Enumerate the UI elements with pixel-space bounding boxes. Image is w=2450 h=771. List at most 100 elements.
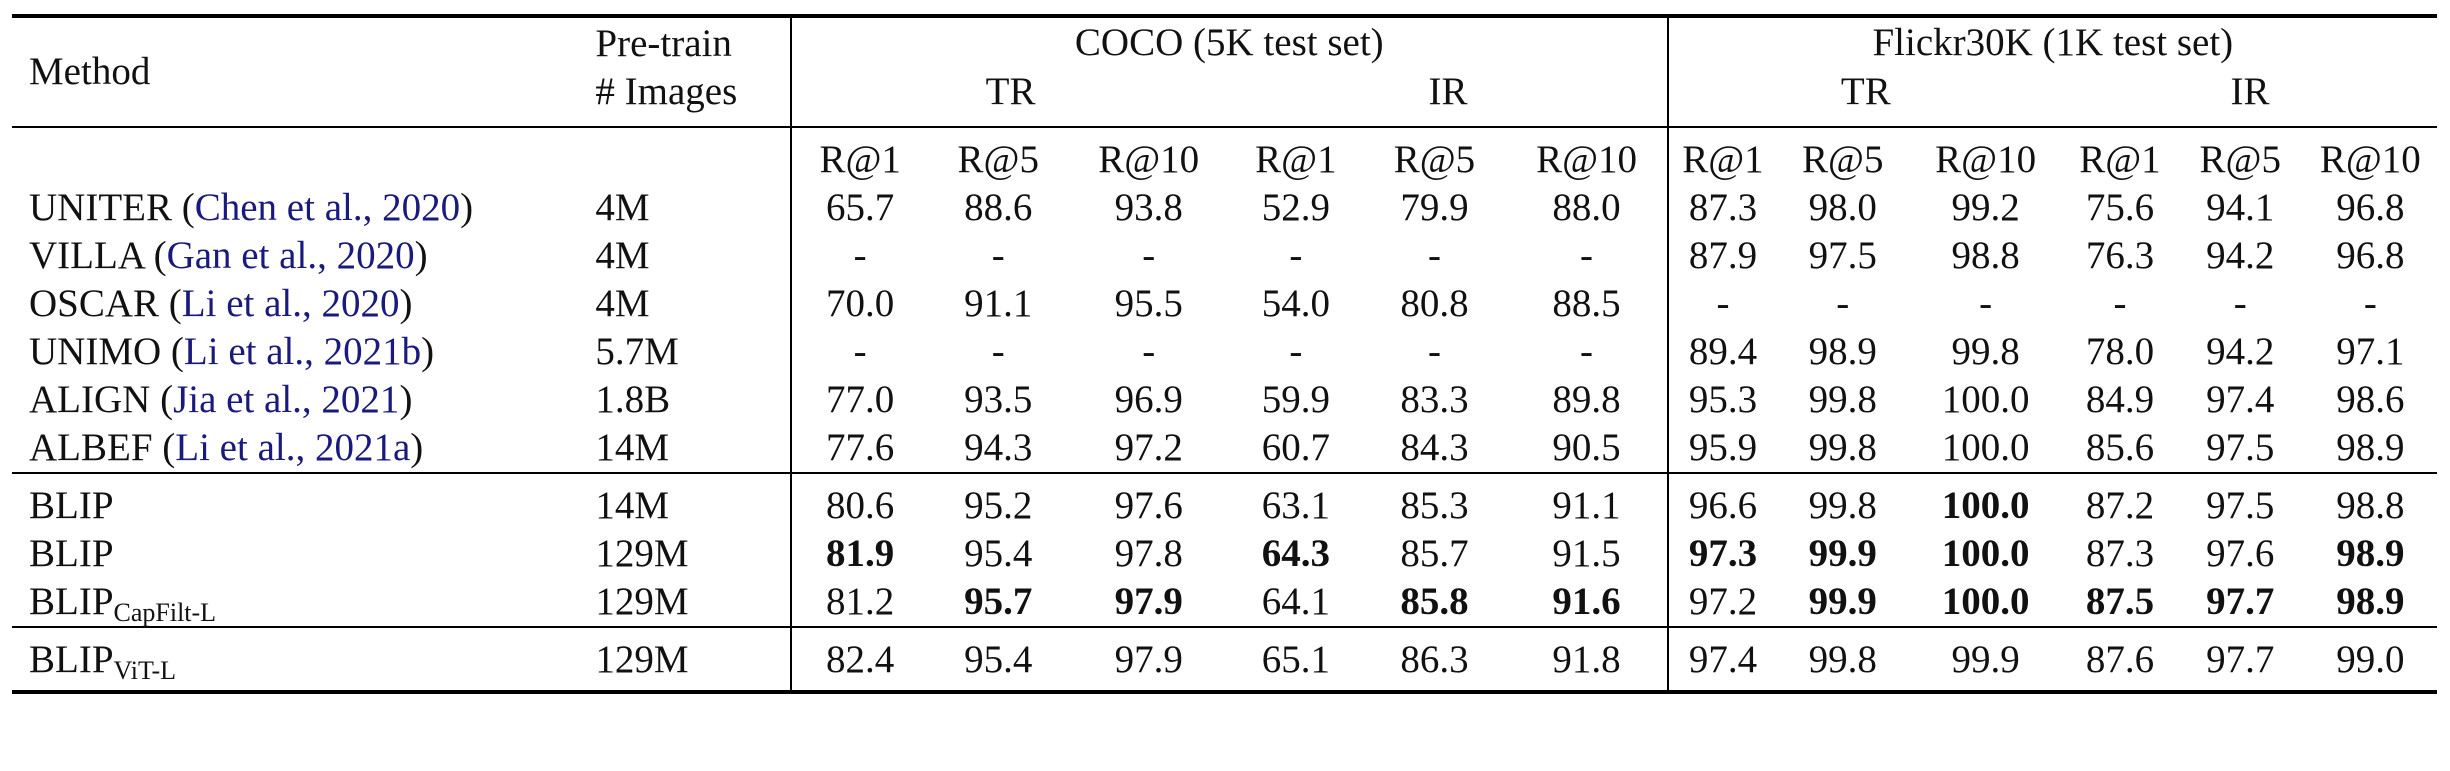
metric-value-cell: 87.6: [2063, 626, 2177, 694]
pretrain-images-cell: 1.8B: [595, 378, 671, 421]
table-row: BLIPCapFilt-L 129M 81.2 95.7 97.9 64.1 85.8 91.…: [12, 578, 2437, 627]
citation-link[interactable]: Li et al., 2021a: [175, 426, 411, 469]
metric-value-cell: 94.3: [964, 426, 1033, 469]
method-cell: VILLA (Gan et al., 2020): [12, 232, 595, 280]
metric-value-cell: 60.7: [1261, 426, 1330, 469]
metric-value-cell: 99.8: [1808, 378, 1877, 421]
metric-value-cell: 59.9: [1261, 378, 1330, 421]
method-cell: BLIPCapFilt-L: [12, 578, 595, 627]
metric-value-cell: -: [1427, 234, 1441, 277]
metric-header: R@5: [928, 126, 1069, 184]
metric-value-cell: 98.6: [2336, 378, 2405, 421]
metric-value-cell: 95.4: [964, 532, 1033, 575]
metric-value-cell: 100.0: [1941, 580, 2030, 623]
metric-value-cell: 64.3: [1261, 532, 1330, 575]
metric-value-cell: 85.6: [2085, 426, 2155, 469]
metric-header: R@10: [1506, 126, 1668, 184]
metric-value-cell: 91.6: [1552, 580, 1621, 623]
citation-link[interactable]: Jia et al., 2021: [173, 378, 400, 421]
metric-value-cell: 93.5: [964, 378, 1033, 421]
metric-value-cell: 64.1: [1261, 580, 1330, 623]
table-row: UNIMO (Li et al., 2021b) 5.7M - - - - - -89.4 98…: [12, 328, 2437, 376]
metric-header-row: R@1 R@5 R@10 R@1 R@5 R@10 R@1 R@5 R@10 R…: [12, 126, 2437, 184]
table-row: BLIPViT-L 129M 82.4 95.4 97.9 65.1 86.3 91.8 97.…: [12, 626, 2437, 694]
metric-value-cell: 99.2: [1951, 186, 2020, 229]
metric-value-cell: 97.1: [2336, 330, 2405, 373]
metric-value-cell: -: [2363, 282, 2377, 325]
method-cell: BLIPViT-L: [12, 626, 596, 694]
metric-value-cell: 87.3: [2085, 532, 2155, 575]
metric-value-cell: 97.7: [2206, 580, 2275, 623]
method-subscript: ViT-L: [113, 656, 176, 685]
metric-header: R@5: [2176, 126, 2304, 184]
metric-value-cell: 91.1: [1506, 472, 1668, 530]
method-name: ALBEF: [29, 426, 153, 469]
metric-value-cell: -: [1427, 330, 1441, 373]
metric-value-cell: 89.4: [1666, 328, 1778, 376]
metric-value-cell: 85.3: [1362, 472, 1507, 530]
method-cell: ALIGN (Jia et al., 2021): [12, 376, 595, 424]
flickr-header: Flickr30K (1K test set): [1666, 14, 2437, 68]
citation-link[interactable]: Li et al., 2020: [181, 282, 400, 325]
citation-open: (: [150, 378, 174, 421]
metric-value-cell: 80.8: [1400, 282, 1469, 325]
metric-value-cell: -: [1836, 282, 1850, 325]
metric-value-cell: 89.8: [1552, 378, 1621, 421]
citation-link[interactable]: Gan et al., 2020: [166, 234, 415, 277]
metric-value-cell: 96.9: [1114, 378, 1183, 421]
metric-value-cell: 100.0: [1941, 378, 2030, 421]
table-row: VILLA (Gan et al., 2020) 4M - - - - - -87.9 97.5…: [12, 232, 2437, 280]
citation-link[interactable]: Chen et al., 2020: [194, 186, 461, 229]
pretrain-images-cell: 5.7M: [595, 330, 679, 373]
pretrain-images-cell: 14M: [595, 472, 791, 530]
method-cell: BLIP: [12, 530, 595, 578]
metric-header: R@5: [1777, 126, 1909, 184]
citation-link[interactable]: Li et al., 2021b: [183, 330, 422, 373]
metric-value-cell: 95.2: [928, 472, 1069, 530]
metric-value-cell: 75.6: [2085, 186, 2155, 229]
citation-open: (: [152, 426, 176, 469]
metric-value-cell: 88.0: [1552, 186, 1621, 229]
metric-value-cell: 98.9: [1808, 330, 1877, 373]
method-name: UNITER: [29, 186, 172, 229]
metric-value-cell: 65.1: [1229, 626, 1363, 694]
metric-header: R@10: [1908, 126, 2063, 184]
metric-value-cell: 52.9: [1261, 186, 1330, 229]
method-name: BLIP: [29, 638, 114, 681]
citation-open: (: [171, 186, 195, 229]
metric-value-cell: 90.5: [1552, 426, 1621, 469]
metric-value-cell: 97.4: [1666, 626, 1778, 694]
metric-value-cell: 94.2: [2206, 234, 2275, 277]
method-name: BLIP: [29, 532, 114, 575]
metric-value-cell: 99.9: [1908, 626, 2063, 694]
metric-value-cell: 77.0: [789, 376, 929, 424]
metric-value-cell: 91.5: [1552, 532, 1621, 575]
metric-value-cell: 87.3: [1666, 184, 1778, 232]
citation-close: ): [410, 426, 424, 469]
metric-value-cell: 95.9: [1666, 424, 1778, 473]
method-name: UNIMO: [29, 330, 162, 373]
metric-value-cell: 97.9: [1068, 626, 1230, 694]
metric-value-cell: 100.0: [1941, 426, 2030, 469]
metric-value-cell: 87.9: [1666, 232, 1778, 280]
header-row-2: # Images TR IR TR IR: [12, 68, 2437, 127]
coco-tr-header: TR: [789, 68, 1230, 127]
metric-value-cell: 82.4: [789, 626, 929, 694]
table-row: ALBEF (Li et al., 2021a) 14M 77.6 94.3 97.2 6…: [12, 424, 2437, 473]
metric-value-cell: 100.0: [1941, 532, 2030, 575]
metric-value-cell: -: [1979, 282, 1993, 325]
citation-close: ): [414, 234, 428, 277]
metric-value-cell: -: [991, 234, 1005, 277]
metric-value-cell: 97.4: [2206, 378, 2275, 421]
citation-close: ): [460, 186, 474, 229]
metric-value-cell: 97.6: [1068, 472, 1230, 530]
method-subscript: CapFilt-L: [113, 598, 217, 627]
pretrain-header-line1: Pre-train: [595, 14, 791, 68]
metric-value-cell: 86.3: [1362, 626, 1507, 694]
flickr-tr-header: TR: [1666, 68, 2063, 127]
metric-header: R@1: [1666, 126, 1778, 184]
metric-value-cell: -: [789, 232, 929, 280]
metric-value-cell: 84.9: [2085, 378, 2155, 421]
metric-value-cell: 63.1: [1229, 472, 1363, 530]
metric-value-cell: 95.4: [928, 626, 1069, 694]
